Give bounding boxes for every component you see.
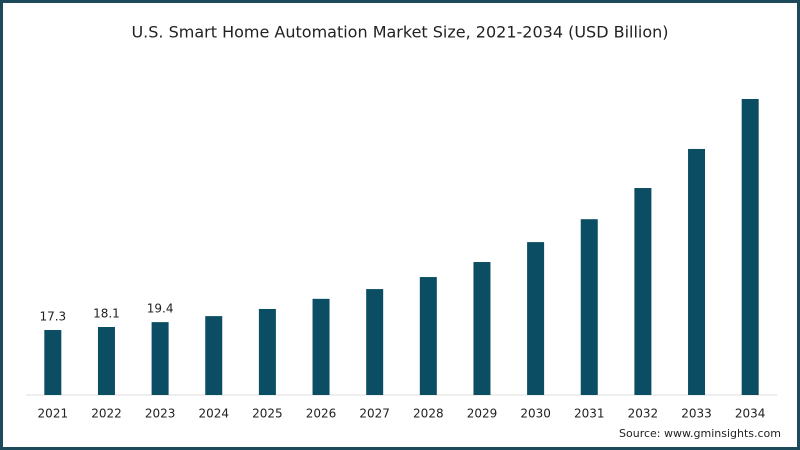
bar — [419, 277, 437, 395]
source-note: Source: www.gminsights.com — [619, 427, 781, 440]
bar — [634, 188, 652, 395]
bar — [366, 289, 384, 395]
bar — [205, 316, 223, 395]
bar — [580, 219, 598, 395]
bar — [44, 330, 62, 395]
x-tick-label: 2025 — [252, 407, 283, 421]
x-tick-label: 2023 — [145, 407, 176, 421]
x-tick-label: 2031 — [574, 407, 605, 421]
bar — [741, 99, 759, 395]
x-tick-label: 2026 — [306, 407, 337, 421]
bar — [151, 322, 169, 395]
bar — [258, 308, 276, 395]
bar — [312, 298, 330, 395]
bar — [527, 242, 545, 395]
x-tick-label: 2024 — [198, 407, 229, 421]
x-tick-label: 2034 — [735, 407, 766, 421]
x-tick-label: 2029 — [467, 407, 498, 421]
x-tick-label: 2030 — [520, 407, 551, 421]
value-label: 18.1 — [93, 307, 120, 321]
value-label: 17.3 — [39, 310, 66, 324]
x-tick-label: 2021 — [38, 407, 69, 421]
x-tick-label: 2028 — [413, 407, 444, 421]
bar — [688, 148, 706, 395]
x-tick-label: 2022 — [91, 407, 122, 421]
x-tick-label: 2033 — [681, 407, 712, 421]
bar — [97, 327, 115, 395]
bar — [473, 262, 491, 395]
x-tick-label: 2027 — [359, 407, 390, 421]
value-label: 19.4 — [147, 302, 174, 316]
chart-title: U.S. Smart Home Automation Market Size, … — [131, 23, 668, 42]
x-tick-label: 2032 — [628, 407, 659, 421]
